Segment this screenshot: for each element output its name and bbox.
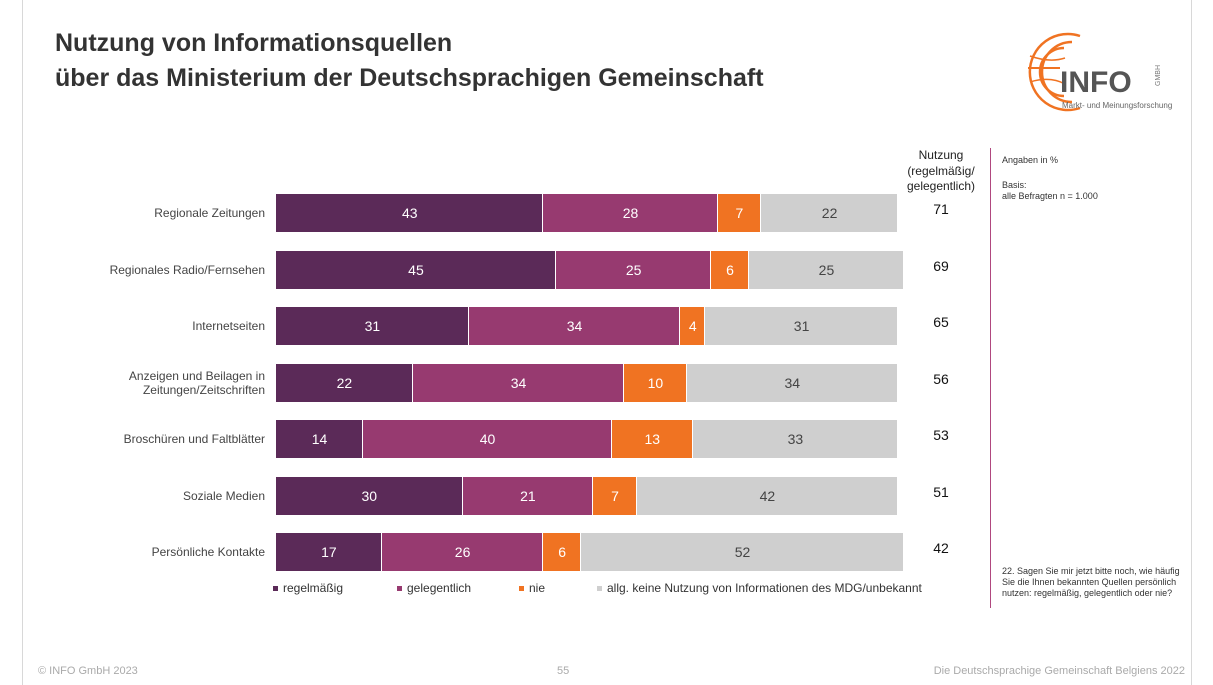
total-value: 71 [933,201,949,217]
logo-suffix: GMBH [1155,65,1162,86]
bar-segment [543,533,581,571]
bar-segment [276,307,469,345]
legend-swatch [397,586,402,591]
note-basis: Basis: alle Befragten n = 1.000 [1002,180,1098,201]
bar-label: 26 [454,544,471,560]
category-label: Internetseiten [192,319,265,333]
bar-segment [276,420,364,458]
legend-label: nie [529,581,546,595]
bar-label: 7 [611,487,619,504]
bar-segment [705,307,898,345]
total-value: 51 [933,483,949,500]
bar-label: 22 [336,374,353,391]
total-value: 53 [933,427,949,443]
bar-label: 13 [644,431,661,447]
bar-segment [276,533,382,571]
total-value: 69 [933,257,949,274]
title-line: über das Ministerium der Deutschsprachig… [55,64,764,92]
bar-segment [468,307,681,345]
bar-segment [276,363,413,402]
bar-segment [543,194,718,232]
divider [990,148,991,608]
bar-segment [717,194,762,232]
category-label: Persönliche Kontakte [151,545,265,559]
total-value: 42 [933,540,949,556]
bar-label: 25 [625,261,642,278]
total-value: 56 [933,370,949,387]
legend-label: regelmäßig [283,581,344,595]
bar-segment [692,420,898,458]
bar-label: 45 [408,261,424,278]
legend-swatch [597,586,602,591]
bar-label: 28 [622,205,639,221]
bar-label: 22 [821,205,838,221]
bar-segment [636,476,898,515]
bar-label: 10 [647,374,664,391]
bar-segment [761,194,898,232]
category-label: Soziale Medien [182,488,265,503]
category-label: Broschüren und Faltblätter [123,432,265,446]
title-line: Nutzung von Informationsquellen [55,29,453,57]
bar-segment [711,250,749,289]
category-label: Anzeigen und Beilagen in Zeitungen/Zeits… [128,368,265,397]
bar-segment [276,476,463,515]
slide-frame [22,0,1192,685]
logo-name: INFO [1060,66,1132,99]
bar-segment [555,250,712,289]
bar-label: 34 [566,318,583,334]
bar-segment [624,363,687,402]
legend-swatch [519,586,524,591]
bar-segment [276,250,556,289]
bar-label: 17 [321,544,337,560]
bar-label: 34 [784,374,801,391]
footer-page: 55 [557,665,570,677]
bar-segment [381,533,544,571]
note-question: 22. Sagen Sie mir jetzt bitte noch, wie … [1002,566,1180,598]
footer-left: © INFO GmbH 2023 [38,665,138,677]
bar-label: 33 [787,431,804,447]
note-unit: Angaben in % [1002,155,1059,165]
bar-label: 4 [688,318,697,334]
logo-mark [1028,32,1081,112]
bar-label: 52 [734,544,751,560]
bar-label: 7 [735,205,744,221]
bar-label: 6 [726,261,734,278]
logo-tagline: Markt- und Meinungsforschung [1062,101,1173,110]
legend-swatch [273,586,278,591]
bar-label: 6 [558,544,566,560]
bar-label: 43 [401,205,418,221]
bar-label: 30 [361,487,378,504]
legend-label: allg. keine Nutzung von Informationen de… [607,581,922,595]
totals-header: Nutzung (regelmäßig/ gelegentlich) [906,148,976,193]
footer-right: Die Deutschsprachige Gemeinschaft Belgie… [933,665,1185,677]
bar-segment [412,363,625,402]
bar-segment [276,194,544,232]
bar-segment [462,476,594,515]
bar-segment [748,250,905,289]
bar-segment [686,363,898,402]
total-value: 65 [933,314,949,330]
bar-segment [680,307,706,345]
bar-label: 34 [510,374,527,391]
bar-segment [363,420,612,458]
legend-label: gelegentlich [407,581,472,595]
bar-label: 25 [818,261,835,278]
bar-segment [593,476,637,515]
bar-segment [580,533,905,571]
category-label: Regionale Zeitungen [154,206,265,220]
bar-label: 14 [311,431,328,447]
bar-label: 42 [759,487,776,504]
bar-label: 40 [479,431,496,447]
category-label: Regionales Radio/Fernsehen [109,262,265,277]
bar-segment [611,420,693,458]
bar-label: 31 [793,318,810,334]
bar-label: 31 [364,318,381,334]
bar-label: 21 [520,487,536,504]
